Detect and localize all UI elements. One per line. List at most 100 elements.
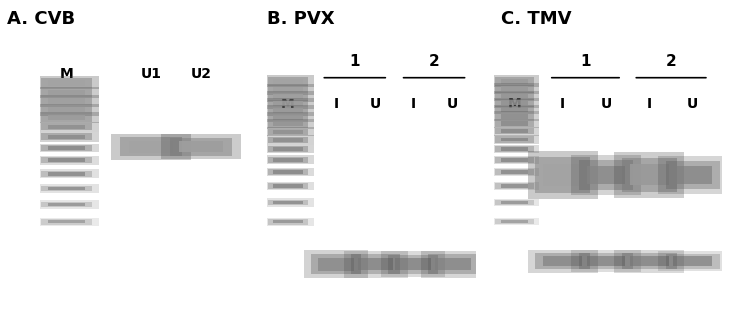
Bar bbox=[262, 98, 314, 109]
Bar bbox=[262, 135, 314, 145]
Bar bbox=[48, 187, 84, 191]
Bar bbox=[501, 129, 529, 133]
Bar bbox=[496, 113, 534, 120]
Bar bbox=[496, 85, 534, 93]
Bar bbox=[496, 146, 534, 152]
Bar bbox=[268, 100, 308, 107]
Bar bbox=[48, 158, 84, 162]
Bar bbox=[501, 100, 529, 105]
Bar bbox=[311, 254, 361, 274]
Bar bbox=[501, 220, 529, 223]
Bar bbox=[268, 183, 308, 189]
Bar bbox=[658, 251, 728, 272]
Bar bbox=[268, 146, 308, 152]
Bar bbox=[262, 112, 314, 122]
Bar bbox=[658, 156, 728, 194]
Bar bbox=[262, 127, 314, 136]
Bar bbox=[48, 220, 84, 224]
Bar bbox=[501, 137, 529, 142]
Bar bbox=[274, 138, 302, 142]
Bar bbox=[501, 170, 529, 174]
Bar bbox=[268, 137, 308, 143]
Text: U: U bbox=[447, 97, 458, 111]
Bar bbox=[274, 122, 302, 126]
Bar bbox=[543, 164, 582, 186]
Bar bbox=[268, 85, 308, 93]
Bar bbox=[490, 127, 539, 136]
Bar bbox=[262, 156, 314, 164]
Text: M: M bbox=[59, 67, 73, 81]
Bar bbox=[268, 121, 308, 128]
Bar bbox=[34, 132, 99, 142]
Text: I: I bbox=[411, 97, 416, 111]
Bar bbox=[41, 186, 92, 191]
Bar bbox=[673, 257, 712, 266]
Bar bbox=[535, 157, 590, 193]
Bar bbox=[262, 84, 314, 95]
Bar bbox=[543, 256, 582, 266]
Bar bbox=[496, 136, 534, 143]
Bar bbox=[48, 125, 84, 129]
Bar bbox=[34, 201, 99, 209]
Bar bbox=[501, 107, 529, 112]
Bar bbox=[395, 258, 431, 270]
Bar bbox=[490, 156, 539, 164]
Bar bbox=[501, 122, 529, 126]
Bar bbox=[41, 114, 92, 122]
Bar bbox=[48, 90, 84, 95]
Bar bbox=[41, 78, 92, 87]
Bar bbox=[421, 250, 485, 278]
Text: 2: 2 bbox=[665, 54, 676, 69]
Bar bbox=[490, 91, 539, 101]
Bar bbox=[496, 120, 534, 127]
Bar bbox=[34, 156, 99, 165]
Bar bbox=[496, 106, 534, 113]
Bar bbox=[262, 199, 314, 207]
Text: I: I bbox=[647, 97, 652, 111]
Bar bbox=[490, 83, 539, 94]
Bar bbox=[630, 256, 669, 266]
Bar bbox=[490, 218, 539, 225]
Bar bbox=[496, 200, 534, 205]
Bar bbox=[586, 256, 625, 266]
Bar bbox=[496, 99, 534, 107]
Bar bbox=[262, 105, 314, 116]
Bar bbox=[490, 168, 539, 176]
Bar bbox=[490, 98, 539, 108]
Bar bbox=[268, 169, 308, 175]
Text: 1: 1 bbox=[580, 54, 591, 69]
Bar bbox=[268, 219, 308, 225]
Bar bbox=[490, 105, 539, 114]
Bar bbox=[496, 219, 534, 224]
Bar bbox=[358, 258, 393, 270]
Bar bbox=[501, 79, 529, 84]
Bar bbox=[274, 147, 302, 151]
Bar bbox=[630, 165, 669, 185]
Text: U2: U2 bbox=[191, 67, 212, 81]
Bar bbox=[665, 161, 720, 189]
Bar bbox=[41, 105, 92, 114]
Text: I: I bbox=[334, 97, 339, 111]
Bar bbox=[490, 119, 539, 128]
Bar bbox=[501, 86, 529, 91]
Text: U: U bbox=[687, 97, 698, 111]
Text: U: U bbox=[600, 97, 612, 111]
Bar bbox=[262, 145, 314, 154]
Bar bbox=[622, 253, 676, 270]
Bar bbox=[496, 169, 534, 175]
Bar bbox=[274, 158, 302, 162]
Bar bbox=[48, 146, 84, 150]
Bar bbox=[120, 137, 182, 156]
Bar bbox=[262, 91, 314, 102]
Bar bbox=[318, 258, 354, 271]
Text: M: M bbox=[508, 97, 521, 111]
Bar bbox=[34, 184, 99, 192]
Bar bbox=[268, 107, 308, 114]
Bar bbox=[34, 95, 99, 107]
Bar bbox=[490, 75, 539, 87]
Bar bbox=[179, 141, 223, 152]
Bar bbox=[48, 115, 84, 120]
Bar bbox=[268, 156, 308, 163]
Bar bbox=[344, 250, 408, 278]
Bar bbox=[501, 114, 529, 119]
